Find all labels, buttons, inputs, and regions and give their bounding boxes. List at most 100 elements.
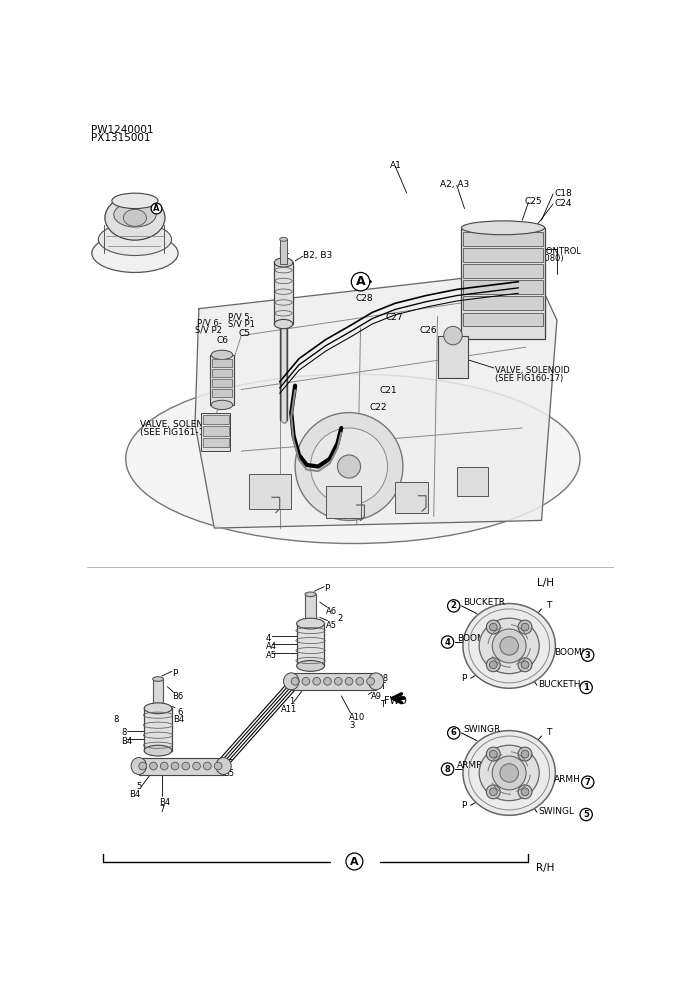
Circle shape	[581, 649, 594, 661]
Text: 3: 3	[349, 721, 354, 730]
Text: 4: 4	[445, 638, 451, 647]
Ellipse shape	[297, 618, 324, 629]
Circle shape	[441, 636, 453, 648]
Text: C21: C21	[380, 386, 397, 395]
Circle shape	[313, 677, 321, 685]
Circle shape	[492, 756, 526, 790]
Text: T: T	[546, 601, 551, 610]
Text: T: T	[226, 759, 231, 768]
Text: A10: A10	[349, 713, 365, 722]
Ellipse shape	[112, 193, 158, 209]
Circle shape	[214, 762, 222, 770]
Circle shape	[441, 763, 453, 775]
Circle shape	[302, 677, 310, 685]
FancyBboxPatch shape	[457, 466, 488, 496]
Ellipse shape	[153, 677, 163, 681]
Circle shape	[150, 762, 157, 770]
Text: (SEE FIG161-17): (SEE FIG161-17)	[140, 428, 213, 437]
Circle shape	[486, 620, 500, 634]
Circle shape	[518, 785, 532, 799]
Text: C27: C27	[386, 312, 404, 322]
Ellipse shape	[297, 661, 324, 671]
Text: L/H: L/H	[537, 578, 554, 588]
FancyBboxPatch shape	[463, 280, 543, 294]
Circle shape	[486, 785, 500, 799]
FancyBboxPatch shape	[211, 355, 233, 405]
FancyBboxPatch shape	[202, 438, 229, 447]
Circle shape	[492, 629, 526, 663]
Ellipse shape	[126, 374, 580, 544]
Ellipse shape	[305, 592, 316, 597]
Text: S/V P2: S/V P2	[195, 326, 222, 335]
Circle shape	[193, 762, 200, 770]
Text: B4: B4	[129, 790, 140, 799]
Circle shape	[490, 788, 497, 796]
Circle shape	[580, 681, 592, 694]
Circle shape	[139, 762, 146, 770]
Circle shape	[490, 623, 497, 631]
Ellipse shape	[131, 758, 146, 774]
Text: A2, A3: A2, A3	[440, 180, 469, 189]
FancyBboxPatch shape	[460, 228, 545, 339]
FancyBboxPatch shape	[463, 264, 543, 278]
Circle shape	[581, 776, 594, 788]
Text: P: P	[462, 674, 466, 683]
Text: B5: B5	[224, 769, 235, 778]
Circle shape	[486, 747, 500, 761]
Circle shape	[521, 788, 529, 796]
Circle shape	[356, 677, 364, 685]
Text: VALVE, CONTROL: VALVE, CONTROL	[509, 247, 581, 256]
FancyBboxPatch shape	[438, 336, 469, 378]
Circle shape	[337, 455, 360, 478]
Text: 1: 1	[289, 698, 294, 706]
Text: SWINGR: SWINGR	[463, 725, 500, 734]
FancyBboxPatch shape	[144, 708, 172, 751]
Circle shape	[352, 272, 370, 291]
Circle shape	[171, 762, 179, 770]
Ellipse shape	[280, 237, 287, 241]
Text: C18: C18	[555, 189, 573, 198]
FancyBboxPatch shape	[274, 262, 293, 324]
Text: BUCKETH: BUCKETH	[538, 680, 581, 689]
Circle shape	[345, 677, 353, 685]
Text: P: P	[462, 801, 466, 810]
Circle shape	[490, 661, 497, 669]
Circle shape	[311, 428, 388, 505]
Text: C6: C6	[217, 336, 228, 345]
Text: 3: 3	[585, 651, 590, 660]
FancyBboxPatch shape	[212, 389, 232, 397]
Circle shape	[324, 677, 331, 685]
Text: P: P	[172, 669, 177, 678]
Text: BOOMR: BOOMR	[457, 634, 491, 643]
Text: C21: C21	[530, 315, 548, 324]
Circle shape	[334, 677, 342, 685]
Circle shape	[444, 326, 462, 345]
Text: C5: C5	[238, 329, 250, 338]
Text: C26: C26	[420, 326, 438, 335]
Circle shape	[160, 762, 168, 770]
Text: A4: A4	[266, 642, 277, 651]
Circle shape	[151, 203, 162, 214]
Text: 8: 8	[114, 715, 119, 724]
Text: B6: B6	[172, 692, 183, 701]
Text: 7: 7	[159, 805, 165, 814]
Text: T: T	[380, 700, 385, 709]
Text: 4: 4	[266, 634, 271, 643]
Ellipse shape	[479, 745, 539, 801]
FancyBboxPatch shape	[212, 369, 232, 377]
Circle shape	[486, 658, 500, 672]
Ellipse shape	[123, 209, 146, 226]
Ellipse shape	[462, 221, 544, 235]
FancyBboxPatch shape	[297, 624, 324, 666]
FancyBboxPatch shape	[395, 482, 428, 513]
Circle shape	[521, 623, 529, 631]
Text: P: P	[324, 584, 330, 593]
Text: C28: C28	[355, 294, 373, 303]
Text: VALVE, SOLENOID: VALVE, SOLENOID	[140, 420, 219, 429]
Ellipse shape	[305, 621, 316, 626]
Text: 5: 5	[583, 810, 589, 819]
Text: P/V 5-: P/V 5-	[228, 312, 253, 322]
Text: 7: 7	[585, 778, 590, 787]
Text: A5: A5	[326, 620, 337, 630]
Circle shape	[367, 677, 374, 685]
